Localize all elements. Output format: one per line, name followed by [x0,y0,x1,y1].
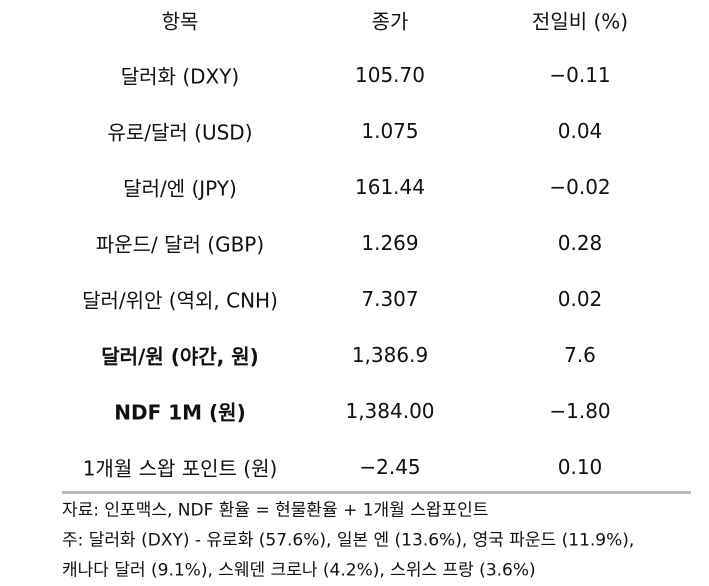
table-cell: 161.44 [355,175,425,199]
table-cell: 1,384.00 [345,399,435,423]
table-cell: −0.11 [549,63,611,87]
table-cell: −2.45 [359,455,421,479]
table-cell: 달러/위안 (역외, CNH) [82,288,278,313]
table-cell: 달러화 (DXY) [120,64,240,89]
table-cell: 파운드/ 달러 (GBP) [95,232,265,257]
note-line: 자료: 인포맥스, NDF 환율 = 현물환율 + 1개월 스왑포인트 [62,500,489,521]
table-cell: 1,386.9 [351,343,429,367]
table-cell: 달러/원 (야간, 원) [101,344,259,369]
header-cell: 전일비 (%) [531,9,629,34]
header-cell: 항목 [161,9,199,34]
table-cell: NDF 1M (원) [114,400,246,425]
table-cell: 1.075 [361,119,419,143]
note-line: 캐나다 달러 (9.1%), 스웨덴 크로나 (4.2%), 스위스 프랑 (3… [62,560,536,581]
header-cell: 종가 [371,9,409,34]
table-cell: −1.80 [549,399,611,423]
table-cell: 0.10 [557,455,603,479]
table-cell: 달러/엔 (JPY) [123,176,237,201]
note-line: 주: 달러화 (DXY) - 유로화 (57.6%), 일본 엔 (13.6%)… [62,530,635,551]
table-cell: 0.28 [557,231,603,255]
table-cell: 유로/달러 (USD) [107,120,253,145]
table-cell: 1개월 스왑 포인트 (원) [82,456,278,481]
table-cell: 7.6 [564,343,596,367]
separator [62,491,691,494]
table-cell: 105.70 [355,63,425,87]
table-cell: 7.307 [361,287,419,311]
table-cell: 0.02 [557,287,603,311]
table-cell: 1.269 [361,231,419,255]
table-cell: 0.04 [557,119,603,143]
table-cell: −0.02 [549,175,611,199]
